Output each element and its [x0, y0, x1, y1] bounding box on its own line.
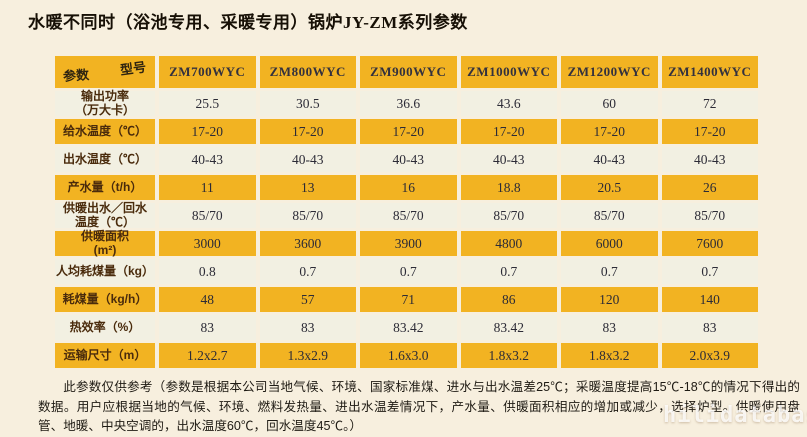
- value-cell-r7-c2: 71: [360, 287, 457, 312]
- row-label-1: 给水温度（℃）: [55, 119, 155, 144]
- page-title: 水暖不同时（浴池专用、采暖专用）锅炉JY-ZM系列参数: [28, 13, 468, 32]
- row-label-8: 热效率（%）: [55, 315, 155, 340]
- value-cell-r9-c4: 1.8x3.2: [561, 343, 658, 368]
- value-cell-r5-c1: 3600: [259, 231, 356, 256]
- value-cell-r4-c0: 85/70: [159, 203, 256, 228]
- value-cell-r2-c5: 40-43: [661, 147, 758, 172]
- model-header-zm800wyc: ZM800WYC: [259, 56, 356, 88]
- value-cell-r8-c1: 83: [259, 315, 356, 340]
- value-cell-r0-c5: 72: [661, 91, 758, 116]
- row-label-6: 人均耗煤量（kg）: [55, 259, 155, 284]
- model-header-zm700wyc: ZM700WYC: [159, 56, 256, 88]
- value-cell-r6-c4: 0.7: [561, 259, 658, 284]
- value-cell-r9-c2: 1.6x3.0: [360, 343, 457, 368]
- value-cell-r8-c0: 83: [159, 315, 256, 340]
- model-header-zm1200wyc: ZM1200WYC: [561, 56, 658, 88]
- value-cell-r6-c3: 0.7: [460, 259, 557, 284]
- parameters-table: 型号 参数 ZM700WYC ZM800WYC ZM900WYC ZM1000WYC Z…: [55, 56, 758, 368]
- value-cell-r1-c4: 17-20: [561, 119, 658, 144]
- value-cell-r7-c5: 140: [661, 287, 758, 312]
- row-label-7: 耗煤量（kg/h）: [55, 287, 155, 312]
- value-cell-r9-c0: 1.2x2.7: [159, 343, 256, 368]
- row-label-9: 运输尺寸（m）: [55, 343, 155, 368]
- value-cell-r2-c3: 40-43: [460, 147, 557, 172]
- value-cell-r6-c0: 0.8: [159, 259, 256, 284]
- value-cell-r0-c3: 43.6: [460, 91, 557, 116]
- value-cell-r0-c2: 36.6: [360, 91, 457, 116]
- value-cell-r8-c2: 83.42: [360, 315, 457, 340]
- value-cell-r9-c3: 1.8x3.2: [460, 343, 557, 368]
- corner-model-label: 型号: [119, 59, 148, 78]
- value-cell-r5-c4: 6000: [561, 231, 658, 256]
- footnote-text: 此参数仅供参考（参数是根据本公司当地气候、环境、国家标准煤、进水与出水温差25℃…: [38, 380, 800, 433]
- value-cell-r5-c3: 4800: [460, 231, 557, 256]
- value-cell-r0-c4: 60: [561, 91, 658, 116]
- value-cell-r3-c5: 26: [661, 175, 758, 200]
- value-cell-r2-c4: 40-43: [561, 147, 658, 172]
- row-label-4: 供暖出水／回水 温度（℃）: [55, 201, 155, 228]
- row-label-0: 输出功率 （万大卡）: [55, 89, 155, 116]
- row-label-2: 出水温度（℃）: [55, 147, 155, 172]
- value-cell-r7-c3: 86: [460, 287, 557, 312]
- value-cell-r7-c0: 48: [159, 287, 256, 312]
- value-cell-r4-c5: 85/70: [661, 203, 758, 228]
- value-cell-r2-c2: 40-43: [360, 147, 457, 172]
- corner-param-label: 参数: [62, 67, 90, 84]
- value-cell-r4-c3: 85/70: [460, 203, 557, 228]
- value-cell-r0-c1: 30.5: [259, 91, 356, 116]
- value-cell-r8-c4: 83: [561, 315, 658, 340]
- value-cell-r5-c2: 3900: [360, 231, 457, 256]
- value-cell-r4-c2: 85/70: [360, 203, 457, 228]
- value-cell-r3-c3: 18.8: [460, 175, 557, 200]
- value-cell-r1-c1: 17-20: [259, 119, 356, 144]
- value-cell-r2-c0: 40-43: [159, 147, 256, 172]
- watermark-text: hilidatabase.com: [663, 403, 807, 428]
- value-cell-r6-c5: 0.7: [661, 259, 758, 284]
- row-label-5: 供暖面积 (m²): [55, 229, 155, 256]
- value-cell-r1-c0: 17-20: [159, 119, 256, 144]
- value-cell-r9-c1: 1.3x2.9: [259, 343, 356, 368]
- value-cell-r5-c5: 7600: [661, 231, 758, 256]
- value-cell-r5-c0: 3000: [159, 231, 256, 256]
- value-cell-r7-c1: 57: [259, 287, 356, 312]
- value-cell-r4-c1: 85/70: [259, 203, 356, 228]
- value-cell-r3-c1: 13: [259, 175, 356, 200]
- value-cell-r2-c1: 40-43: [259, 147, 356, 172]
- model-header-zm1000wyc: ZM1000WYC: [460, 56, 557, 88]
- value-cell-r8-c5: 83: [661, 315, 758, 340]
- model-header-zm1400wyc: ZM1400WYC: [661, 56, 758, 88]
- value-cell-r3-c0: 11: [159, 175, 256, 200]
- value-cell-r7-c4: 120: [561, 287, 658, 312]
- value-cell-r1-c5: 17-20: [661, 119, 758, 144]
- value-cell-r1-c3: 17-20: [460, 119, 557, 144]
- value-cell-r0-c0: 25.5: [159, 91, 256, 116]
- value-cell-r6-c1: 0.7: [259, 259, 356, 284]
- row-label-3: 产水量（t/h）: [55, 175, 155, 200]
- corner-header-cell: 型号 参数: [55, 56, 155, 88]
- value-cell-r3-c4: 20.5: [561, 175, 658, 200]
- value-cell-r9-c5: 2.0x3.9: [661, 343, 758, 368]
- value-cell-r1-c2: 17-20: [360, 119, 457, 144]
- model-header-zm900wyc: ZM900WYC: [360, 56, 457, 88]
- value-cell-r8-c3: 83.42: [460, 315, 557, 340]
- value-cell-r3-c2: 16: [360, 175, 457, 200]
- value-cell-r4-c4: 85/70: [561, 203, 658, 228]
- value-cell-r6-c2: 0.7: [360, 259, 457, 284]
